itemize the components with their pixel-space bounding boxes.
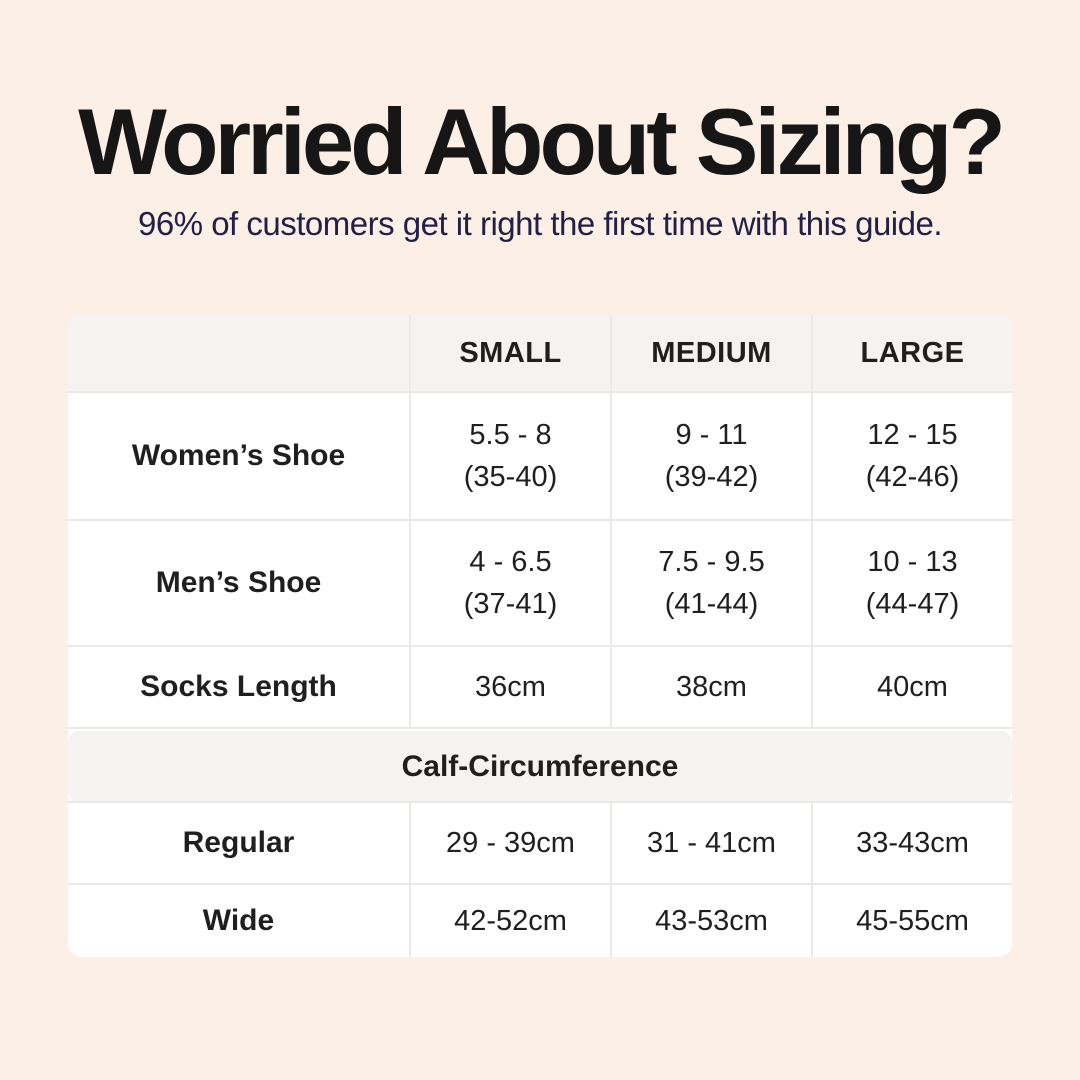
row-label-mens-shoe: Men’s Shoe bbox=[68, 519, 409, 645]
socks-length-large-value: 40cm bbox=[811, 645, 1012, 727]
womens-shoe-large-eu-range: (42-46) bbox=[865, 461, 960, 493]
womens-shoe-small-range: 5.5 - 8 bbox=[469, 418, 552, 451]
mens-shoe-medium-range: 7.5 - 9.5 bbox=[658, 545, 765, 578]
womens-shoe-large-range: 12 - 15 bbox=[867, 418, 958, 451]
wide-small-value: 42-52cm bbox=[409, 883, 610, 957]
calf-circumference-section-title: Calf-Circumference bbox=[68, 731, 1012, 803]
size-table: SMALL MEDIUM LARGE Women’s Shoe 5.5 - 8 … bbox=[68, 315, 1012, 957]
womens-shoe-medium-cell: 9 - 11 (39-42) bbox=[610, 391, 811, 519]
row-label-regular: Regular bbox=[68, 801, 409, 883]
womens-shoe-small-eu-range: (35-40) bbox=[463, 461, 558, 493]
mens-shoe-small-range: 4 - 6.5 bbox=[469, 545, 552, 578]
socks-length-small-value: 36cm bbox=[409, 645, 610, 727]
size-table-header-small: SMALL bbox=[409, 315, 610, 391]
regular-medium-value: 31 - 41cm bbox=[610, 801, 811, 883]
mens-shoe-medium-eu-range: (41-44) bbox=[664, 588, 759, 620]
regular-large-value: 33-43cm bbox=[811, 801, 1012, 883]
womens-shoe-medium-eu-range: (39-42) bbox=[664, 461, 759, 493]
size-table-header-empty bbox=[68, 315, 409, 391]
row-label-womens-shoe: Women’s Shoe bbox=[68, 391, 409, 519]
mens-shoe-medium-cell: 7.5 - 9.5 (41-44) bbox=[610, 519, 811, 645]
page-subtitle: 96% of customers get it right the first … bbox=[137, 205, 943, 242]
mens-shoe-large-eu-range: (44-47) bbox=[865, 588, 960, 620]
row-label-socks-length: Socks Length bbox=[68, 645, 409, 727]
mens-shoe-small-cell: 4 - 6.5 (37-41) bbox=[409, 519, 610, 645]
womens-shoe-small-cell: 5.5 - 8 (35-40) bbox=[409, 391, 610, 519]
calf-circumference-section: Calf-Circumference bbox=[68, 727, 1012, 803]
row-label-wide: Wide bbox=[68, 883, 409, 957]
size-table-header-medium: MEDIUM bbox=[610, 315, 811, 391]
mens-shoe-large-cell: 10 - 13 (44-47) bbox=[811, 519, 1012, 645]
womens-shoe-medium-range: 9 - 11 bbox=[675, 418, 748, 451]
socks-length-medium-value: 38cm bbox=[610, 645, 811, 727]
wide-large-value: 45-55cm bbox=[811, 883, 1012, 957]
size-table-header-large: LARGE bbox=[811, 315, 1012, 391]
regular-small-value: 29 - 39cm bbox=[409, 801, 610, 883]
mens-shoe-large-range: 10 - 13 bbox=[867, 545, 958, 578]
page-title: Worried About Sizing? bbox=[78, 89, 1006, 194]
mens-shoe-small-eu-range: (37-41) bbox=[463, 588, 558, 620]
wide-medium-value: 43-53cm bbox=[610, 883, 811, 957]
womens-shoe-large-cell: 12 - 15 (42-46) bbox=[811, 391, 1012, 519]
